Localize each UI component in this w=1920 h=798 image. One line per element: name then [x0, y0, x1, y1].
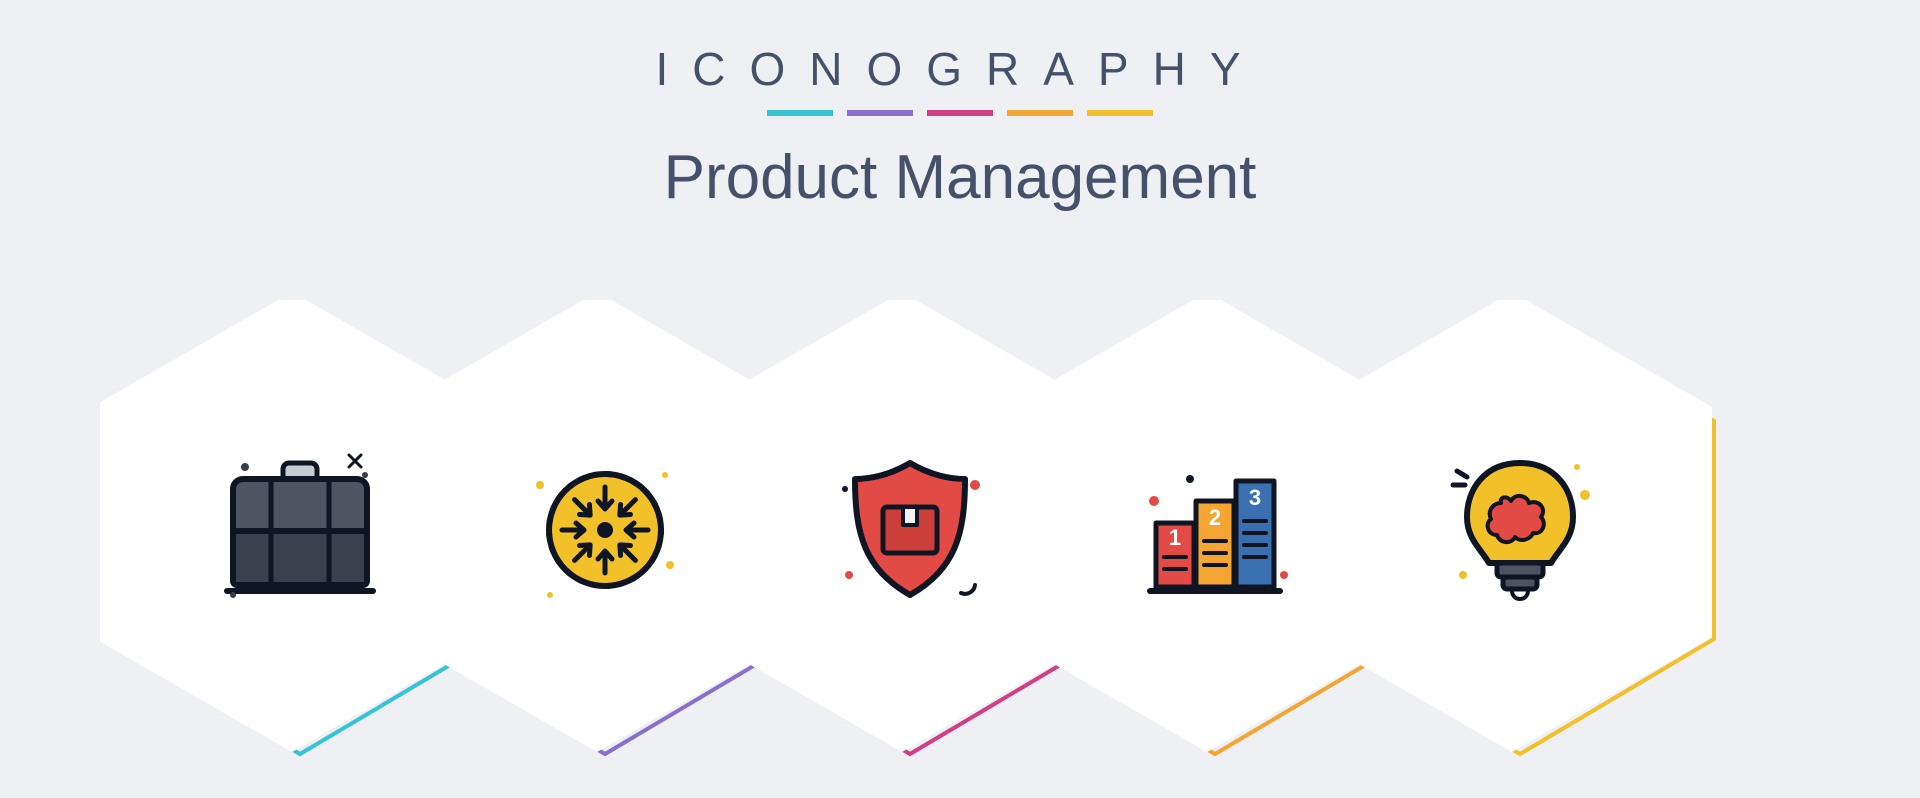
- briefcase-icon: [215, 445, 385, 615]
- svg-text:1: 1: [1169, 525, 1181, 550]
- underline-seg: [1087, 110, 1153, 116]
- focus-icon: [520, 445, 690, 615]
- idea-brain-icon: [1435, 445, 1605, 615]
- ranking-icon: 1 2 3: [1130, 445, 1300, 615]
- header: ICONOGRAPHY Product Management: [0, 0, 1920, 213]
- underline-seg: [767, 110, 833, 116]
- underline-seg: [847, 110, 913, 116]
- underline-seg: [927, 110, 993, 116]
- hex-row: 1 2 3: [0, 300, 1920, 760]
- page-title: Product Management: [0, 142, 1920, 213]
- eyebrow: ICONOGRAPHY: [0, 42, 1920, 96]
- shield-box-icon: [825, 445, 995, 615]
- svg-text:3: 3: [1249, 485, 1261, 510]
- underline-row: [0, 110, 1920, 116]
- underline-seg: [1007, 110, 1073, 116]
- hex-idea: [1320, 300, 1720, 760]
- svg-text:2: 2: [1209, 505, 1221, 530]
